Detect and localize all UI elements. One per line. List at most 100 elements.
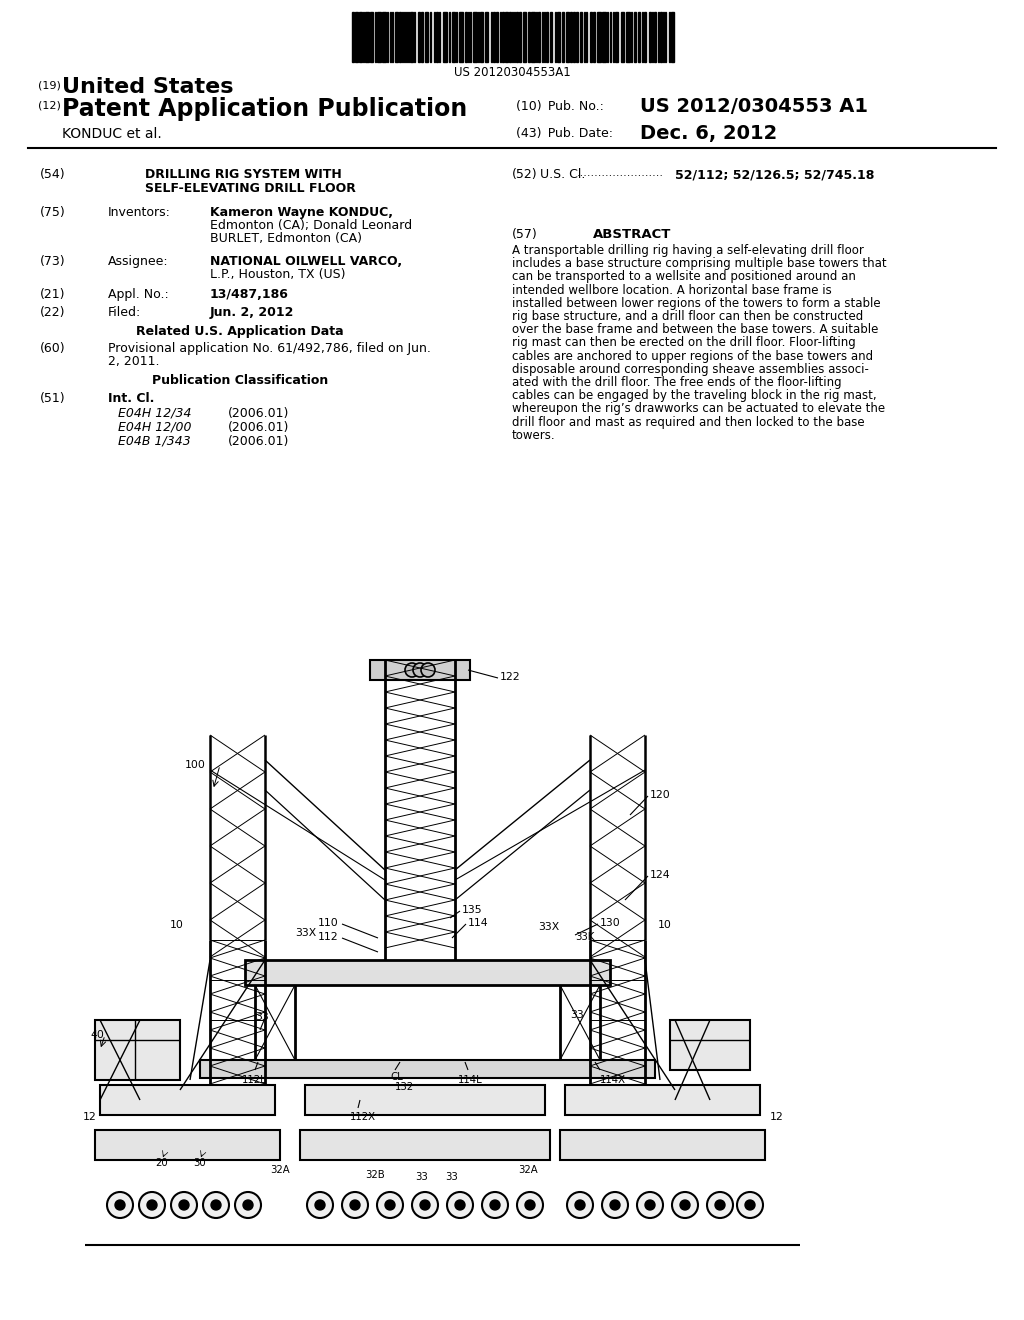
Bar xyxy=(670,1020,750,1071)
Circle shape xyxy=(139,1192,165,1218)
Text: (2006.01): (2006.01) xyxy=(228,421,290,434)
Bar xyxy=(528,12,530,62)
Text: 33: 33 xyxy=(445,1172,458,1181)
Bar xyxy=(634,12,636,62)
Text: 110: 110 xyxy=(318,917,339,928)
Circle shape xyxy=(517,1192,543,1218)
Bar xyxy=(485,12,488,62)
Bar xyxy=(352,12,354,62)
Text: 32A: 32A xyxy=(270,1166,290,1175)
Bar xyxy=(660,12,662,62)
Bar xyxy=(480,12,483,62)
Bar xyxy=(377,12,381,62)
Bar xyxy=(523,12,526,62)
Text: KONDUC et al.: KONDUC et al. xyxy=(62,127,162,141)
Bar xyxy=(573,12,575,62)
Circle shape xyxy=(179,1200,189,1210)
Bar xyxy=(370,12,373,62)
Circle shape xyxy=(567,1192,593,1218)
Circle shape xyxy=(525,1200,535,1210)
Text: 32A: 32A xyxy=(518,1166,538,1175)
Bar xyxy=(644,12,646,62)
Bar xyxy=(590,12,592,62)
Text: rig base structure, and a drill floor can then be constructed: rig base structure, and a drill floor ca… xyxy=(512,310,863,323)
Circle shape xyxy=(147,1200,157,1210)
Text: 33: 33 xyxy=(415,1172,428,1181)
Text: drill floor and mast as required and then locked to the base: drill floor and mast as required and the… xyxy=(512,416,864,429)
Text: over the base frame and between the base towers. A suitable: over the base frame and between the base… xyxy=(512,323,879,337)
Text: 10: 10 xyxy=(658,920,672,931)
Text: 40: 40 xyxy=(90,1030,103,1040)
Bar xyxy=(580,12,582,62)
Circle shape xyxy=(737,1192,763,1218)
Bar xyxy=(550,12,552,62)
Text: 20: 20 xyxy=(155,1158,168,1168)
Circle shape xyxy=(680,1200,690,1210)
Circle shape xyxy=(211,1200,221,1210)
Text: 30: 30 xyxy=(193,1158,206,1168)
Bar xyxy=(654,12,656,62)
Bar xyxy=(436,12,438,62)
Circle shape xyxy=(385,1200,395,1210)
Text: Provisional application No. 61/492,786, filed on Jun.: Provisional application No. 61/492,786, … xyxy=(108,342,431,355)
Bar xyxy=(560,1130,765,1160)
Bar xyxy=(593,12,595,62)
Bar xyxy=(575,12,578,62)
Text: 52/112; 52/126.5; 52/745.18: 52/112; 52/126.5; 52/745.18 xyxy=(675,168,874,181)
Text: disposable around corresponding sheave assemblies associ-: disposable around corresponding sheave a… xyxy=(512,363,869,376)
Text: 12: 12 xyxy=(770,1111,783,1122)
Text: rig mast can then be erected on the drill floor. Floor-lifting: rig mast can then be erected on the dril… xyxy=(512,337,856,350)
Text: 2, 2011.: 2, 2011. xyxy=(108,355,160,368)
Text: cables can be engaged by the traveling block in the rig mast,: cables can be engaged by the traveling b… xyxy=(512,389,877,403)
Text: whereupon the rig’s drawworks can be actuated to elevate the: whereupon the rig’s drawworks can be act… xyxy=(512,403,885,416)
Text: (22): (22) xyxy=(40,306,66,319)
Text: ated with the drill floor. The free ends of the floor-lifting: ated with the drill floor. The free ends… xyxy=(512,376,842,389)
Text: (52): (52) xyxy=(512,168,538,181)
Text: (51): (51) xyxy=(40,392,66,405)
Text: 114: 114 xyxy=(468,917,488,928)
Text: (43) Pub. Date:: (43) Pub. Date: xyxy=(516,127,613,140)
Text: Related U.S. Application Data: Related U.S. Application Data xyxy=(136,325,344,338)
Text: (21): (21) xyxy=(40,288,66,301)
Bar xyxy=(626,12,630,62)
Text: United States: United States xyxy=(62,77,233,96)
Bar xyxy=(365,12,369,62)
Text: (12): (12) xyxy=(38,100,60,110)
Circle shape xyxy=(447,1192,473,1218)
Bar xyxy=(305,1085,545,1115)
Text: SELF-ELEVATING DRILL FLOOR: SELF-ELEVATING DRILL FLOOR xyxy=(145,182,356,195)
Text: (54): (54) xyxy=(40,168,66,181)
Bar xyxy=(496,12,498,62)
Text: 112L: 112L xyxy=(242,1074,266,1085)
Text: 120: 120 xyxy=(650,789,671,800)
Bar xyxy=(649,12,651,62)
Bar xyxy=(95,1020,180,1080)
Text: 132: 132 xyxy=(395,1082,414,1092)
Circle shape xyxy=(412,1192,438,1218)
Text: 100: 100 xyxy=(185,760,206,770)
Bar xyxy=(355,12,358,62)
Bar xyxy=(538,12,540,62)
Text: (19): (19) xyxy=(38,81,60,90)
Circle shape xyxy=(482,1192,508,1218)
Text: DRILLING RIG SYSTEM WITH: DRILLING RIG SYSTEM WITH xyxy=(145,168,342,181)
Bar xyxy=(602,12,606,62)
Text: BURLET, Edmonton (CA): BURLET, Edmonton (CA) xyxy=(210,232,362,246)
Circle shape xyxy=(745,1200,755,1210)
Bar xyxy=(519,12,521,62)
Circle shape xyxy=(315,1200,325,1210)
Text: Kameron Wayne KONDUC,: Kameron Wayne KONDUC, xyxy=(210,206,393,219)
Text: 33: 33 xyxy=(255,1012,268,1022)
Text: (2006.01): (2006.01) xyxy=(228,436,290,447)
Text: Publication Classification: Publication Classification xyxy=(152,374,328,387)
Text: (75): (75) xyxy=(40,206,66,219)
Bar xyxy=(562,12,564,62)
Circle shape xyxy=(115,1200,125,1210)
Text: 122: 122 xyxy=(500,672,520,682)
Text: Filed:: Filed: xyxy=(108,306,141,319)
Bar xyxy=(671,12,674,62)
Text: 33X: 33X xyxy=(295,928,316,939)
Circle shape xyxy=(171,1192,197,1218)
Circle shape xyxy=(637,1192,663,1218)
Circle shape xyxy=(707,1192,733,1218)
